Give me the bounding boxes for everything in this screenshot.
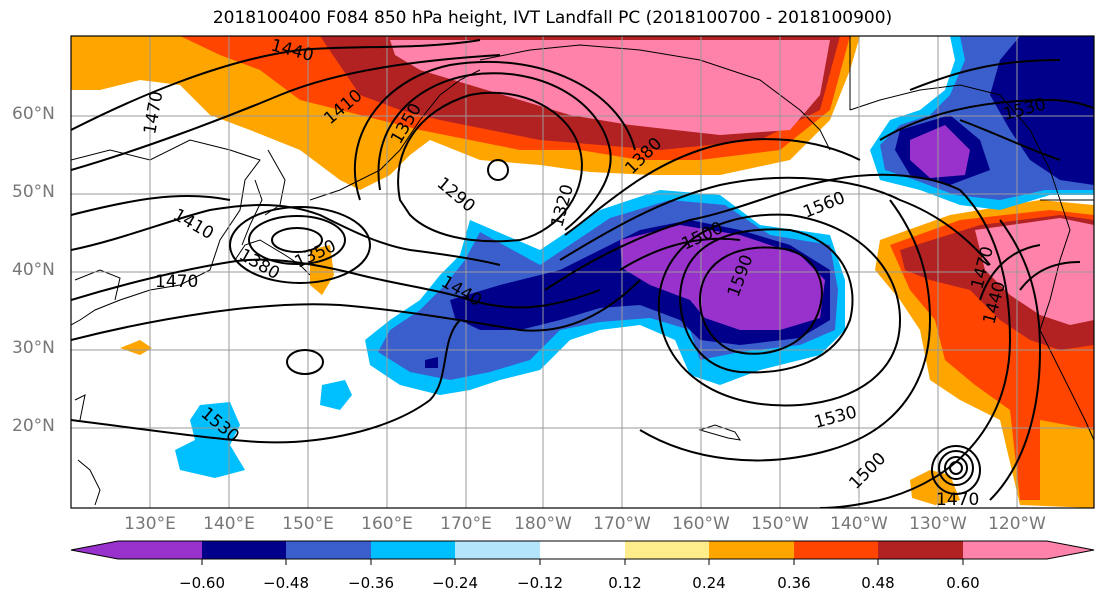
map-frame xyxy=(70,35,1095,509)
ivt-positive-north xyxy=(71,36,860,190)
colorbar-tick-label: 0.60 xyxy=(946,574,980,592)
colorbar-swatch xyxy=(371,541,455,559)
colorbar-tick-label: 0.36 xyxy=(777,574,811,592)
colorbar-tick-label: 0.12 xyxy=(608,574,642,592)
colorbar-swatch xyxy=(709,541,794,559)
lon-label: 170°W xyxy=(593,514,651,534)
borders xyxy=(849,36,1094,201)
lon-label: 160°W xyxy=(672,514,730,534)
map-title: 2018100400 F084 850 hPa height, IVT Land… xyxy=(212,8,893,28)
colorbar-swatch xyxy=(455,541,540,559)
colorbar-swatch xyxy=(202,541,286,559)
coastlines xyxy=(71,44,1094,506)
lat-label: 50°N xyxy=(12,182,55,202)
lon-label: 140°W xyxy=(830,514,888,534)
lon-label: 180°W xyxy=(514,514,572,534)
lat-label: 60°N xyxy=(12,104,55,124)
colorbar-swatch xyxy=(540,541,625,559)
contour-label: 1470 xyxy=(936,490,979,510)
colorbar-swatch xyxy=(963,541,1094,559)
colorbar-tick-label: −0.48 xyxy=(263,574,309,592)
lon-label: 170°E xyxy=(440,514,492,534)
colorbar-ticks xyxy=(201,559,964,565)
colorbar-tick-label: −0.12 xyxy=(517,574,563,592)
colorbar-outline xyxy=(70,540,1095,560)
colorbar-tick-label: −0.24 xyxy=(432,574,478,592)
colorbar-swatch xyxy=(878,541,963,559)
colorbar-swatches xyxy=(71,541,1094,559)
colorbar-tick-label: −0.60 xyxy=(179,574,225,592)
ivt-negative-northeast xyxy=(870,36,1094,210)
lon-label: 160°E xyxy=(361,514,413,534)
lat-label: 30°N xyxy=(12,338,55,358)
lon-label: 150°E xyxy=(282,514,334,534)
ivt-positive-east xyxy=(120,200,1094,508)
colorbar-swatch xyxy=(71,541,202,559)
lon-label: 130°W xyxy=(909,514,967,534)
lat-label: 20°N xyxy=(12,416,55,436)
colorbar-tick-label: 0.24 xyxy=(692,574,726,592)
lon-label: 140°E xyxy=(203,514,255,534)
colorbar-tick-label: 0.48 xyxy=(861,574,895,592)
lon-label: 130°E xyxy=(124,514,176,534)
colorbar-tick-label: −0.36 xyxy=(348,574,394,592)
contour-label: 1470 xyxy=(155,272,198,292)
lat-label: 40°N xyxy=(12,260,55,280)
lon-label: 120°W xyxy=(988,514,1046,534)
height-contours xyxy=(71,39,1094,508)
colorbar-swatch xyxy=(794,541,878,559)
colorbar-swatch xyxy=(625,541,709,559)
lon-label: 150°W xyxy=(751,514,809,534)
colorbar-swatch xyxy=(286,541,371,559)
